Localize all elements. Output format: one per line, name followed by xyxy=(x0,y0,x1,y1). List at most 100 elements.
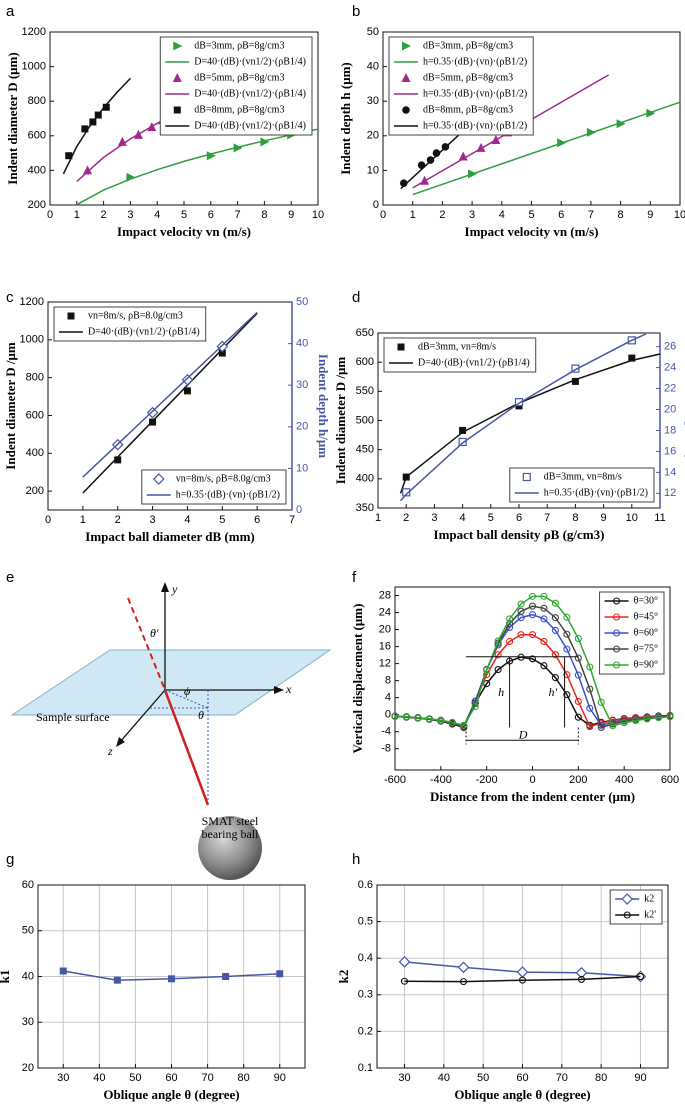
x-tick-label: 400 xyxy=(615,774,633,786)
marker xyxy=(181,373,194,386)
marker xyxy=(646,108,656,118)
legend-label: θ=45° xyxy=(634,611,658,622)
marker xyxy=(551,599,559,607)
x-tick-label: 2 xyxy=(439,209,445,221)
x-tick-label: 50 xyxy=(129,1072,141,1084)
x-axis-label: Distance from the indent center (μm) xyxy=(430,789,635,804)
chart: 0 1 2 3 4 5 6 7 8 9 10 200 400 600 800 1000 1200 Impact v… xyxy=(5,3,324,239)
legend-box xyxy=(383,337,537,373)
arrow-head xyxy=(161,582,169,592)
x-tick-label: 90 xyxy=(274,1072,286,1084)
y-tick-label: 8 xyxy=(385,675,391,687)
marker xyxy=(173,106,181,114)
chart: -600 -400 -200 0 200 400 600 -8 -4 0 4 8 12 16 20 24 28 D… xyxy=(350,569,679,804)
x-tick-label: 600 xyxy=(661,774,679,786)
y-tick-label: 40 xyxy=(367,61,379,73)
marker xyxy=(613,661,621,669)
marker xyxy=(514,398,524,407)
marker xyxy=(218,349,226,357)
marker xyxy=(654,714,663,722)
marker xyxy=(59,967,67,975)
x-tick-label: 6 xyxy=(516,512,522,524)
y-axis-label: Indent depth h (μm) xyxy=(338,62,353,174)
marker xyxy=(574,634,582,643)
marker xyxy=(597,723,605,731)
axis-name: x xyxy=(285,682,292,696)
marker xyxy=(400,977,409,985)
x-tick-label: 60 xyxy=(516,1072,528,1084)
marker xyxy=(551,614,559,622)
x-tick-label: -400 xyxy=(430,774,452,786)
legend-label: dB=3mm, vn=8m/s xyxy=(544,471,622,482)
y-tick-label: 400 xyxy=(28,164,46,176)
chart: 30 40 50 60 70 80 90 20 30 40 50 60 Oblique angle θ … xyxy=(0,851,306,1102)
marker xyxy=(540,604,548,612)
angle-label: θ' xyxy=(150,626,159,640)
marker xyxy=(628,354,636,362)
x-tick-label: 5 xyxy=(219,514,225,526)
marker xyxy=(586,704,594,712)
series-line xyxy=(394,595,671,727)
legend-label: θ=60° xyxy=(634,627,658,638)
y-tick-label: 30 xyxy=(367,95,379,107)
x-tick-label: 40 xyxy=(438,1072,450,1084)
y2-tick-label: 14 xyxy=(664,466,676,478)
x-tick-label: 3 xyxy=(431,512,437,524)
chart: 30 40 50 60 70 80 90 0.1 0.2 0.3 0.4 0.5 0.6 Oblique … xyxy=(336,851,669,1102)
marker xyxy=(563,691,571,699)
sample-surface xyxy=(10,649,332,716)
marker xyxy=(233,143,243,153)
marker xyxy=(432,149,441,157)
series-line xyxy=(82,311,258,478)
marker xyxy=(586,685,594,693)
y-tick-label: 0.5 xyxy=(358,916,373,928)
x-tick-label: 30 xyxy=(398,1072,410,1084)
y2-tick-label: 26 xyxy=(664,341,676,353)
y-axis-label: Indent diameter D (μm) xyxy=(5,52,20,184)
y-tick-label: 28 xyxy=(379,589,391,601)
z-axis-arrow xyxy=(119,689,166,743)
panel-letter: b xyxy=(352,3,360,20)
y-tick-label: 450 xyxy=(356,444,374,456)
panel-letter: h xyxy=(352,851,360,868)
legend-label: dB=3mm, ρB=8g/cm3 xyxy=(423,40,513,51)
marker xyxy=(459,978,468,986)
y-tick-label: -8 xyxy=(381,743,391,755)
legend: vn=8m/s, ρB=8.0g/cm3 h=0.35·(dB)·(vn)·(ρB… xyxy=(141,469,287,505)
y-axis-label: Indent diameter D /μm xyxy=(3,342,18,470)
marker xyxy=(102,103,110,111)
marker xyxy=(574,713,582,721)
marker xyxy=(114,456,122,464)
marker xyxy=(113,976,121,984)
legend-box xyxy=(609,889,663,925)
x-tick-label: 200 xyxy=(569,774,587,786)
chart: 0 1 2 3 4 5 6 7 8 9 10 0 10 20 30 40 50 Impact velocity v… xyxy=(338,3,685,239)
x-tick-label: 4 xyxy=(460,512,466,524)
x-tick-label: 2 xyxy=(101,209,107,221)
legend-box xyxy=(141,469,287,505)
marker xyxy=(517,600,525,608)
plot-frame xyxy=(394,586,671,771)
legend-label: θ=75° xyxy=(634,643,658,654)
legend: vn=8m/s, ρB=8.0g/cm3 D=40·(dB)·(vn1/2)·(ρ… xyxy=(53,306,207,342)
y-tick-label: 16 xyxy=(379,640,391,652)
marker xyxy=(152,473,165,485)
x-tick-label: 4 xyxy=(499,209,505,221)
annotation: h xyxy=(498,685,504,699)
x-tick-label: -200 xyxy=(476,774,498,786)
plot-frame xyxy=(376,884,669,1069)
legend-label: D=40·(dB)·(vn1/2)·(ρB1/4) xyxy=(194,56,306,67)
x-tick-label: 7 xyxy=(544,512,550,524)
surface-label: Sample surface xyxy=(36,710,110,724)
marker xyxy=(471,703,479,711)
legend-box xyxy=(388,36,534,136)
marker xyxy=(577,975,586,983)
legend-label: dB=5mm, ρB=8g/cm3 xyxy=(194,72,284,83)
series-line xyxy=(82,312,258,494)
marker xyxy=(399,179,408,188)
legend-label: h=0.35·(dB)·(vn)·(ρB1/2) xyxy=(176,489,280,500)
x-tick-label: 1 xyxy=(410,209,416,221)
marker xyxy=(540,637,548,646)
marker xyxy=(609,722,617,730)
